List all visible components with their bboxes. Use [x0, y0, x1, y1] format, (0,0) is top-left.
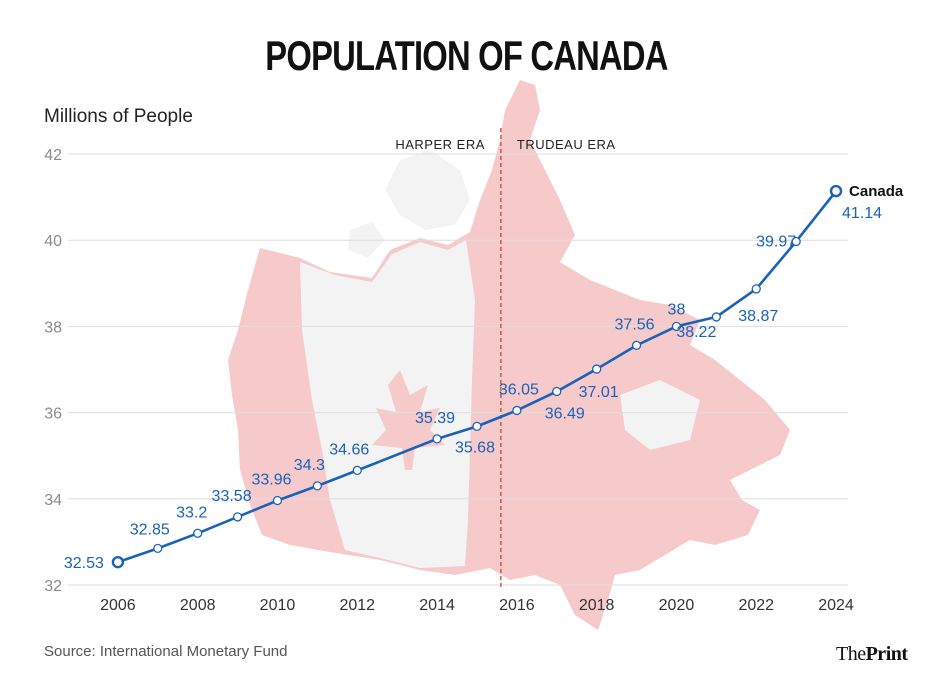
- data-point: [232, 512, 243, 522]
- y-tick-label: 40: [44, 233, 62, 250]
- data-point: [671, 321, 682, 332]
- data-label: 33.96: [251, 472, 291, 489]
- data-label: 37.56: [615, 316, 655, 333]
- trudeau-era-label: TRUDEAU ERA: [517, 137, 616, 152]
- data-label: 35.39: [415, 410, 455, 427]
- data-label: 34.66: [329, 441, 369, 458]
- x-tick-label: 2022: [738, 597, 774, 614]
- brand-logo: ThePrint: [836, 643, 908, 666]
- brand-part1: The: [836, 643, 866, 665]
- x-axis-ticks: 2006 2008 2010 2012 2014 2016 2018 2020 2022 2024: [100, 597, 854, 614]
- y-tick-label: 34: [44, 492, 62, 509]
- data-label: 38: [668, 301, 686, 318]
- data-point: [111, 555, 125, 569]
- x-tick-label: 2010: [260, 597, 296, 614]
- canada-series: [111, 184, 843, 569]
- y-tick-label: 42: [44, 147, 62, 164]
- x-tick-label: 2020: [659, 597, 695, 614]
- x-tick-label: 2006: [100, 597, 136, 614]
- data-point: [512, 405, 522, 416]
- data-label: 36.49: [545, 405, 585, 422]
- data-point: [552, 386, 562, 397]
- data-point: [352, 465, 362, 476]
- data-point: [791, 236, 801, 247]
- brand-part2: Print: [865, 643, 908, 665]
- gridlines: [68, 153, 848, 586]
- data-point: [272, 495, 283, 506]
- x-tick-label: 2024: [818, 597, 854, 614]
- era-annotations: HARPER ERA TRUDEAU ERA: [395, 128, 615, 588]
- data-label: 37.01: [579, 384, 619, 401]
- x-tick-label: 2012: [339, 597, 375, 614]
- canada-map-background: [228, 80, 790, 630]
- data-point: [153, 543, 163, 554]
- data-point: [631, 340, 642, 351]
- data-point: [751, 284, 761, 294]
- data-label: 39.97: [756, 233, 796, 250]
- source-note: Source: International Monetary Fund: [44, 643, 288, 660]
- x-tick-label: 2008: [180, 597, 216, 614]
- data-point: [592, 364, 602, 374]
- harper-era-label: HARPER ERA: [395, 137, 485, 152]
- data-label: 38.22: [676, 324, 716, 341]
- data-point: [711, 312, 721, 322]
- data-point: [829, 184, 843, 198]
- series-name-label: Canada: [849, 183, 904, 200]
- data-label: 38.87: [738, 308, 778, 325]
- data-point: [432, 434, 442, 444]
- data-point: [472, 421, 482, 432]
- x-tick-label: 2018: [579, 597, 615, 614]
- data-point: [193, 528, 203, 538]
- x-tick-label: 2014: [419, 597, 455, 614]
- x-tick-label: 2016: [499, 597, 535, 614]
- chart-title: POPULATION OF CANADA: [265, 32, 668, 79]
- y-axis-label: Millions of People: [44, 106, 193, 127]
- y-tick-label: 32: [44, 578, 62, 595]
- data-label: 36.05: [499, 381, 539, 398]
- data-label: 33.58: [212, 488, 252, 505]
- data-label: 33.2: [176, 504, 207, 521]
- data-label: 41.14: [842, 205, 882, 222]
- data-label: 35.68: [455, 439, 495, 456]
- y-axis-ticks: 32 34 36 38 40 42: [44, 147, 62, 595]
- data-label: 34.3: [294, 457, 325, 474]
- y-tick-label: 36: [44, 406, 62, 423]
- data-label: 32.53: [64, 555, 104, 572]
- series-line: [117, 190, 838, 564]
- data-point: [312, 481, 323, 491]
- y-tick-label: 38: [44, 319, 62, 336]
- data-label: 32.85: [130, 521, 170, 538]
